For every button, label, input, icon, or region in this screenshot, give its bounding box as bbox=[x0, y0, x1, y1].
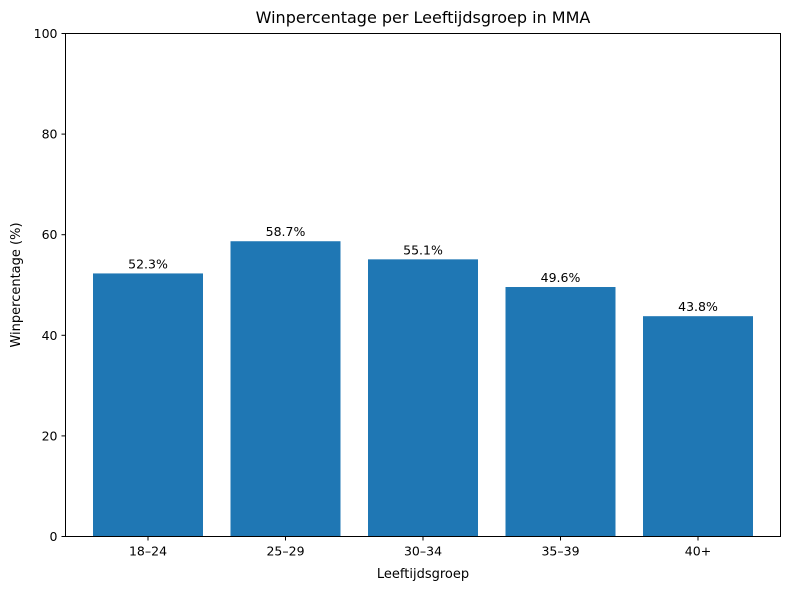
bar-value-label: 55.1% bbox=[403, 242, 443, 257]
bar-value-label: 49.6% bbox=[541, 270, 581, 285]
bar-labels-group: 52.3% 58.7% 55.1% 49.6% 43.8% bbox=[128, 224, 718, 314]
y-tick-label: 80 bbox=[42, 127, 58, 142]
bar-value-label: 58.7% bbox=[266, 224, 306, 239]
y-tick-label: 100 bbox=[34, 26, 58, 41]
x-tick-label: 25–29 bbox=[266, 544, 304, 559]
plot-frame bbox=[65, 33, 781, 537]
bar bbox=[643, 316, 753, 537]
bar bbox=[368, 259, 478, 537]
x-tick-label: 18–24 bbox=[129, 544, 167, 559]
bar bbox=[93, 273, 203, 537]
bar bbox=[505, 287, 616, 537]
y-axis: 0 20 40 60 80 100 bbox=[34, 26, 66, 544]
x-tick-label: 40+ bbox=[685, 544, 711, 559]
x-axis-label: Leeftijdsgroep bbox=[377, 567, 469, 582]
y-tick-label: 20 bbox=[42, 428, 58, 443]
bar-value-label: 52.3% bbox=[128, 256, 168, 271]
y-tick-label: 0 bbox=[50, 529, 58, 544]
x-axis: 18–24 25–29 30–34 35–39 40+ bbox=[129, 536, 711, 559]
y-axis-label: Winpercentage (%) bbox=[9, 222, 24, 347]
y-tick-label: 60 bbox=[42, 227, 58, 242]
bars-group bbox=[93, 241, 753, 537]
bar bbox=[230, 241, 341, 537]
y-tick-label: 40 bbox=[42, 328, 58, 343]
chart-title: Winpercentage per Leeftijdsgroep in MMA bbox=[256, 8, 591, 27]
x-tick-label: 30–34 bbox=[404, 544, 442, 559]
x-tick-label: 35–39 bbox=[541, 544, 579, 559]
bar-value-label: 43.8% bbox=[678, 299, 718, 314]
